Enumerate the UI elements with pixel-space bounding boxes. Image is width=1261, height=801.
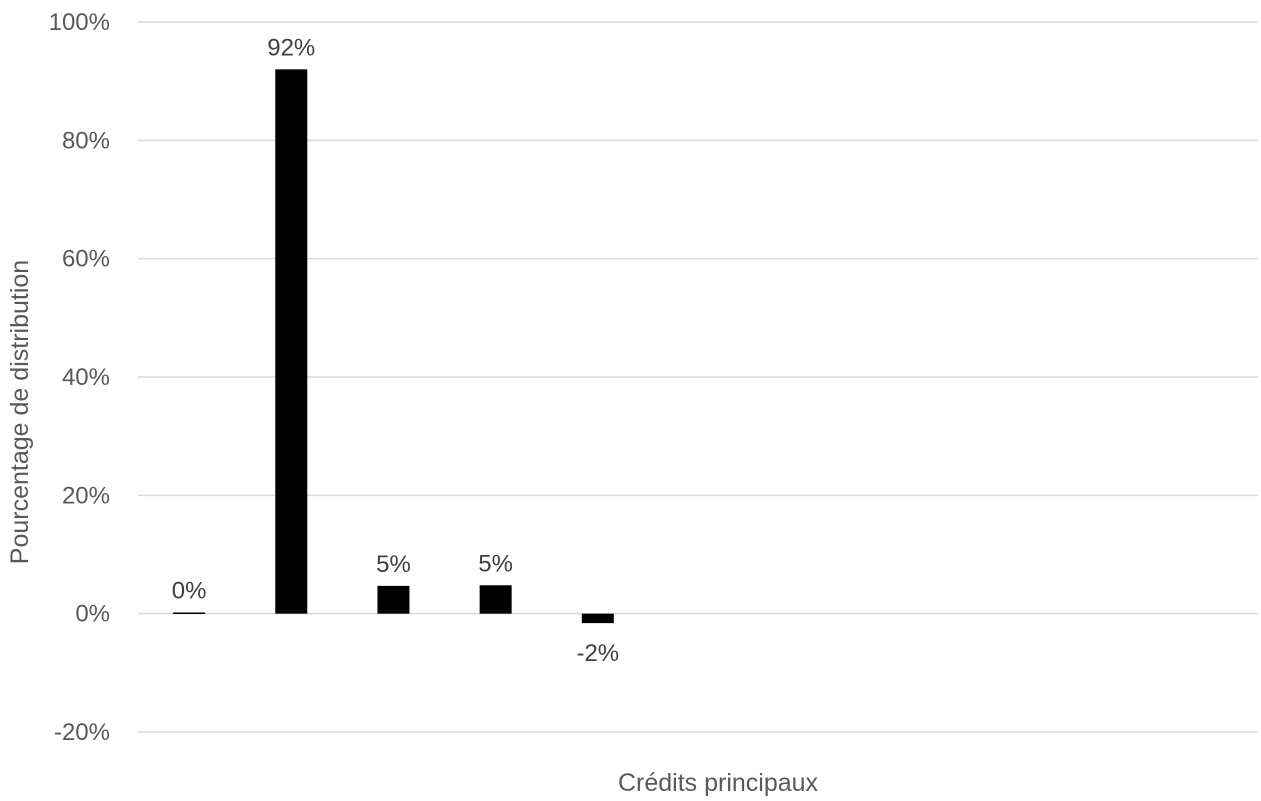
- y-tick-label: 100%: [49, 9, 110, 36]
- data-label: 92%: [267, 34, 315, 61]
- y-axis-title: Pourcentage de distribution: [6, 260, 34, 564]
- y-tick-label: 20%: [62, 482, 110, 509]
- bar: [479, 585, 512, 614]
- y-tick-label: 60%: [62, 246, 110, 273]
- data-label: 0%: [172, 577, 207, 604]
- bar: [173, 612, 206, 614]
- y-tick-label: 80%: [62, 127, 110, 154]
- data-label: 5%: [478, 550, 513, 577]
- bars: [173, 69, 614, 624]
- y-tick-labels: -20% 0% 20% 40% 60% 80% 100%: [49, 9, 110, 746]
- y-tick-label: -20%: [54, 719, 110, 746]
- gridlines: [138, 21, 1258, 733]
- data-label: 5%: [376, 551, 411, 578]
- x-axis-title: Crédits principaux: [618, 769, 819, 797]
- bar: [377, 585, 410, 614]
- bar: [275, 69, 308, 614]
- y-tick-label: 0%: [75, 601, 110, 628]
- data-label: -2%: [576, 640, 619, 667]
- bar: [581, 613, 614, 624]
- data-labels: 0% 92% 5% 5% -2%: [172, 34, 619, 667]
- y-tick-label: 40%: [62, 364, 110, 391]
